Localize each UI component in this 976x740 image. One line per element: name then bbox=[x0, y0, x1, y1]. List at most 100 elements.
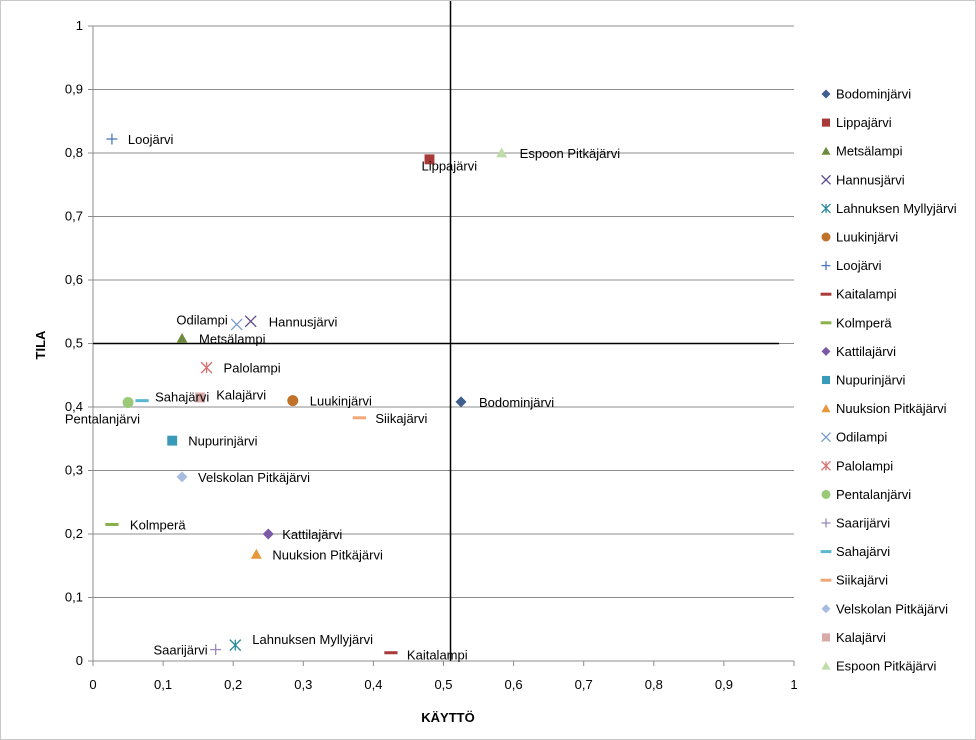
data-label: Lippajärvi bbox=[421, 158, 477, 173]
legend-entry: Lippajärvi bbox=[821, 115, 892, 130]
legend-marker bbox=[821, 432, 831, 443]
legend-entry: Pentalanjärvi bbox=[821, 487, 911, 502]
tick-labels: 0 0,1 0,2 0,3 0,4 0,5 0,6 0,7 0,8 0,9 1 0 0,1 0,2 0,3 0… bbox=[65, 18, 798, 692]
legend-entry: Sahajärvi bbox=[820, 544, 890, 559]
legend-marker bbox=[821, 489, 831, 499]
data-label: Palolampi bbox=[224, 361, 281, 376]
legend-marker bbox=[821, 404, 831, 413]
legend-entry: Kaitalampi bbox=[820, 287, 897, 302]
x-tick-label: 0,1 bbox=[154, 677, 172, 692]
data-point bbox=[176, 332, 188, 343]
legend-entry: Kattilajärvi bbox=[821, 344, 896, 359]
data-point bbox=[424, 154, 435, 165]
x-tick-label: 0,6 bbox=[505, 677, 523, 692]
axes bbox=[88, 25, 795, 666]
legend-label: Pentalanjärvi bbox=[836, 487, 911, 502]
x-tick-label: 0,7 bbox=[575, 677, 593, 692]
y-tick-label: 0,7 bbox=[65, 209, 83, 224]
legend-label: Kaitalampi bbox=[836, 287, 897, 302]
data-label: Nuuksion Pitkäjärvi bbox=[272, 547, 383, 562]
y-tick-label: 0,6 bbox=[65, 272, 83, 287]
data-label: Bodominjärvi bbox=[479, 395, 554, 410]
legend-label: Siikajärvi bbox=[836, 573, 888, 588]
legend-label: Palolampi bbox=[836, 458, 893, 473]
x-tick-label: 0,9 bbox=[715, 677, 733, 692]
legend-marker bbox=[821, 518, 831, 528]
y-tick-label: 0,9 bbox=[65, 82, 83, 97]
legend-marker bbox=[821, 174, 831, 185]
legend-label: Odilampi bbox=[836, 430, 887, 445]
legend-label: Lahnuksen Myllyjärvi bbox=[836, 201, 957, 216]
y-tick-label: 0,1 bbox=[65, 590, 83, 605]
legend-entry: Espoon Pitkäjärvi bbox=[821, 659, 937, 674]
data-point bbox=[262, 528, 274, 540]
legend-marker bbox=[821, 261, 831, 271]
x-tick-label: 0,3 bbox=[294, 677, 312, 692]
x-tick-label: 0 bbox=[89, 677, 96, 692]
reference-lines bbox=[93, 1, 779, 661]
data-point bbox=[195, 392, 206, 403]
legend-entry: Luukinjärvi bbox=[821, 230, 898, 245]
data-label: Siikajärvi bbox=[375, 411, 427, 426]
x-tick-label: 1 bbox=[790, 677, 797, 692]
x-axis-title: KÄYTTÖ bbox=[421, 710, 474, 725]
data-label: Saarijärvi bbox=[153, 643, 207, 658]
y-tick-label: 0 bbox=[76, 653, 83, 668]
legend-entry: Lahnuksen Myllyjärvi bbox=[821, 201, 957, 216]
legend-marker bbox=[821, 633, 831, 642]
legend-marker bbox=[821, 604, 831, 614]
legend-marker bbox=[821, 661, 831, 670]
y-tick-label: 0,5 bbox=[65, 336, 83, 351]
legend-entry: Nupurinjärvi bbox=[821, 373, 905, 388]
data-point bbox=[122, 397, 134, 409]
data-label: Hannusjärvi bbox=[269, 314, 338, 329]
legend-marker bbox=[821, 89, 831, 99]
legend-label: Kattilajärvi bbox=[836, 344, 896, 359]
data-point bbox=[210, 644, 222, 656]
legend-label: Nupurinjärvi bbox=[836, 373, 905, 388]
legend-entry: Metsälampi bbox=[821, 144, 903, 159]
legend-marker bbox=[821, 118, 831, 127]
legend-marker bbox=[821, 146, 831, 155]
legend-label: Hannusjärvi bbox=[836, 172, 905, 187]
legend-marker bbox=[820, 550, 832, 554]
legend-label: Espoon Pitkäjärvi bbox=[836, 659, 937, 674]
y-tick-label: 0,3 bbox=[65, 463, 83, 478]
data-point bbox=[287, 395, 299, 407]
data-label: Kolmperä bbox=[130, 517, 186, 532]
legend-entry: Saarijärvi bbox=[821, 516, 890, 531]
legend-entry: Nuuksion Pitkäjärvi bbox=[821, 401, 947, 416]
data-label: Kattilajärvi bbox=[282, 527, 342, 542]
legend-label: Luukinjärvi bbox=[836, 230, 898, 245]
x-tick-label: 0,2 bbox=[224, 677, 242, 692]
data-point bbox=[229, 639, 242, 652]
data-point bbox=[230, 318, 243, 331]
legend-marker bbox=[820, 292, 832, 296]
legend-label: Lippajärvi bbox=[836, 115, 892, 130]
data-point bbox=[167, 435, 178, 446]
data-point bbox=[135, 399, 149, 403]
y-tick-label: 0,2 bbox=[65, 526, 83, 541]
legend-entry: Bodominjärvi bbox=[821, 87, 911, 102]
data-label: Velskolan Pitkäjärvi bbox=[198, 470, 310, 485]
data-label: Kalajärvi bbox=[216, 387, 266, 402]
point-labels: Bodominjärvi Lippajärvi MetsälampiHannusjä… bbox=[65, 132, 620, 663]
legend-marker bbox=[821, 375, 831, 385]
legend-label: Metsälampi bbox=[836, 144, 903, 159]
data-point bbox=[244, 315, 257, 328]
data-label: Kaitalampi bbox=[407, 648, 468, 663]
data-label: Lahnuksen Myllyjärvi bbox=[252, 632, 373, 647]
legend-label: Sahajärvi bbox=[836, 544, 890, 559]
x-tick-label: 0,4 bbox=[364, 677, 382, 692]
data-label: Sahajärvi bbox=[155, 390, 209, 405]
y-tick-label: 0,4 bbox=[65, 399, 83, 414]
legend-entry: Odilampi bbox=[821, 430, 887, 445]
legend-marker bbox=[821, 460, 831, 471]
data-point bbox=[106, 133, 118, 145]
legend-marker bbox=[820, 578, 832, 582]
y-axis-title: TILA bbox=[33, 330, 48, 359]
data-point bbox=[352, 416, 366, 420]
x-tick-label: 0,5 bbox=[434, 677, 452, 692]
data-point bbox=[105, 522, 119, 526]
